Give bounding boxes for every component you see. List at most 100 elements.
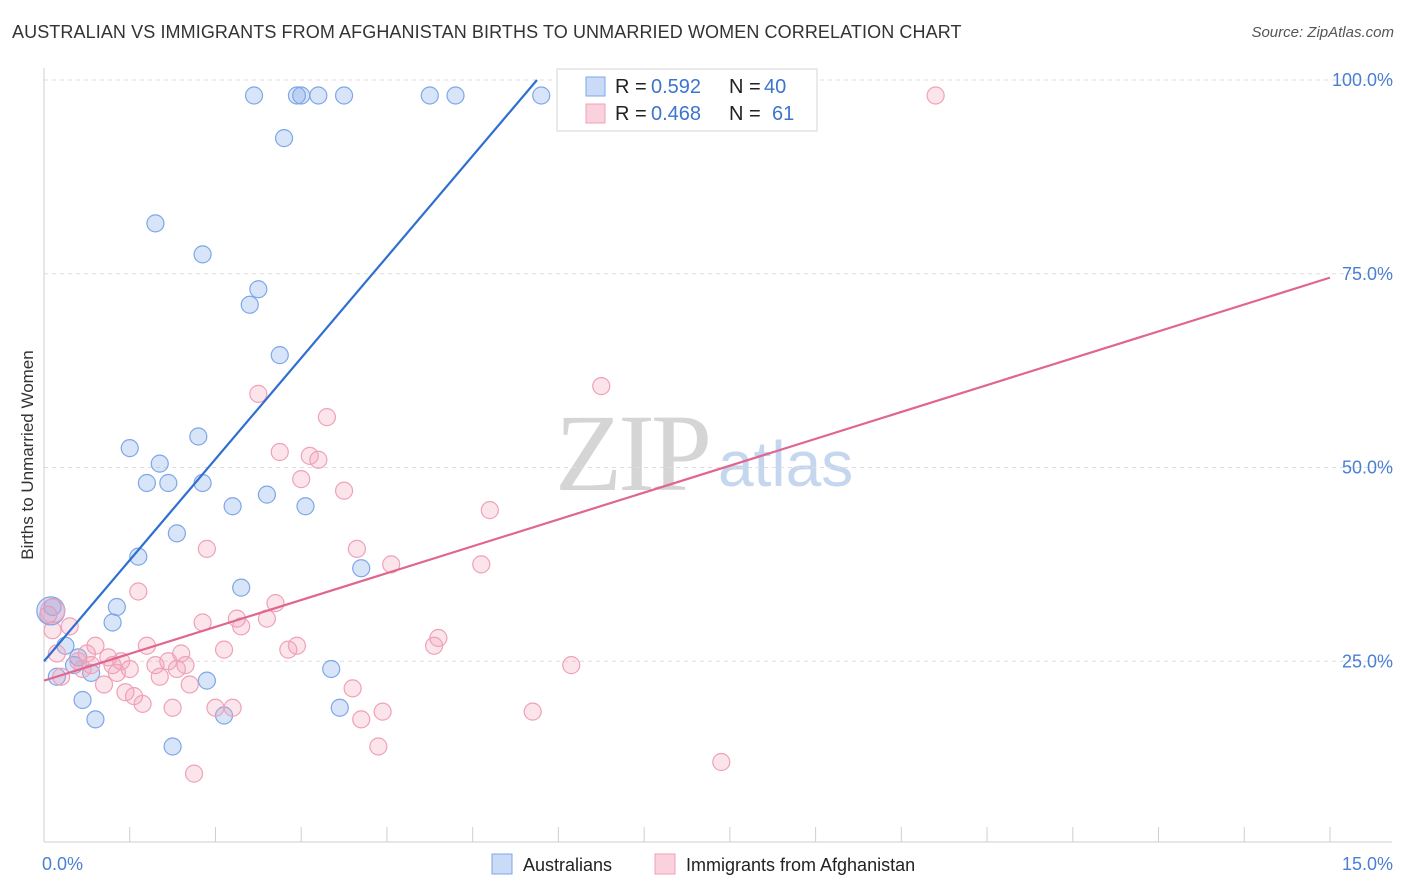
australians-point [103, 613, 122, 632]
legend-australians-swatch [491, 853, 513, 875]
australians-point [129, 547, 148, 566]
afghanistan-point [206, 698, 225, 717]
afghanistan-point [472, 555, 491, 574]
afghanistan-point [317, 408, 337, 427]
afghanistan-point [373, 702, 392, 721]
afghanistan-point [197, 539, 216, 558]
australians-point [420, 86, 439, 105]
afghanistan-point [94, 675, 114, 694]
afghanistan-point [334, 481, 354, 500]
afghanistan-point [39, 598, 66, 624]
grid-lines [44, 79, 1392, 662]
australians-point [189, 427, 208, 446]
australians-n-value: 40 [764, 76, 786, 98]
afghanistan-point [592, 377, 611, 396]
afghanistan-point [292, 470, 311, 489]
afghanistan-point [176, 656, 195, 675]
afghanistan-point [120, 659, 139, 679]
afghanistan-point [480, 501, 499, 520]
afghanistan-point [712, 752, 731, 772]
australians-point [532, 86, 551, 105]
y-tick-label: 100.0% [1332, 70, 1393, 90]
afghanistan-point [133, 694, 152, 713]
afghanistan-point [129, 582, 148, 601]
afghanistan-point [429, 628, 448, 648]
afghanistan-point [214, 640, 234, 659]
series-legend: Australians Immigrants from Afghanistan [491, 853, 915, 875]
afghanistan-r-value: 0.468 [651, 103, 701, 125]
australians-n-label: N = [729, 76, 761, 98]
australians-r-label: R = [615, 76, 647, 98]
afghanistan-n-label: N = [729, 103, 761, 125]
australians-point [330, 698, 349, 717]
afghanistan-point [926, 86, 945, 105]
australians-swatch [585, 76, 606, 97]
australians-point [107, 597, 126, 617]
australians-point [446, 86, 465, 105]
australians-trend-line [43, 79, 538, 662]
trend-lines [43, 79, 1331, 682]
australians-point [197, 671, 216, 690]
afghanistan-point [52, 667, 71, 686]
australians-point [352, 559, 371, 578]
australians-point [137, 473, 156, 493]
australians-point [249, 280, 268, 299]
afghanistan-point [184, 764, 204, 783]
x-tick-labels: 0.0% 15.0% [42, 854, 1393, 874]
australians-point [292, 86, 311, 105]
data-points [36, 86, 945, 783]
afghanistan-point [279, 640, 298, 659]
afghanistan-point [86, 636, 105, 655]
y-tick-label: 25.0% [1342, 651, 1393, 671]
australians-point [120, 439, 139, 458]
australians-point [270, 346, 289, 365]
x-tick-label: 15.0% [1342, 854, 1393, 874]
australians-r-value: 0.592 [651, 76, 701, 98]
australians-point [167, 524, 186, 543]
australians-point [159, 473, 178, 493]
x-tick-label: 0.0% [42, 854, 83, 874]
afghanistan-point [270, 442, 289, 462]
afghanistan-point [172, 644, 191, 663]
afghanistan-n-value: 61 [772, 103, 794, 125]
afghanistan-trend-line [43, 276, 1331, 682]
legend-australians-label: Australians [523, 855, 612, 875]
australians-point [146, 214, 165, 233]
legend-afghanistan-label: Immigrants from Afghanistan [686, 855, 915, 875]
australians-point [244, 86, 264, 105]
afghanistan-swatch [585, 103, 606, 124]
afghanistan-point [163, 698, 182, 717]
australians-point [73, 690, 92, 710]
source-credit: Source: ZipAtlas.com [1251, 24, 1394, 41]
afghanistan-point [369, 737, 388, 756]
y-tick-label: 50.0% [1342, 458, 1393, 478]
australians-point [274, 129, 294, 148]
afghanistan-point [223, 698, 242, 717]
afghanistan-point [249, 384, 268, 403]
australians-point [309, 86, 328, 105]
afghanistan-point [43, 621, 62, 640]
axes [43, 68, 1392, 843]
afghanistan-point [309, 450, 328, 469]
afghanistan-point [60, 617, 79, 636]
australians-point [223, 497, 242, 516]
australians-point [232, 578, 251, 597]
afghanistan-point [343, 679, 362, 698]
y-axis-label: Births to Unmarried Women [18, 350, 37, 559]
australians-point [82, 663, 101, 682]
australians-point [257, 485, 277, 504]
australians-point [163, 737, 182, 756]
y-tick-label: 75.0% [1342, 264, 1393, 284]
stats-legend: R = 0.592 N = 40 R = 0.468 N = 61 [556, 68, 818, 132]
afghanistan-point [116, 683, 135, 702]
watermark-zip: ZIP [555, 392, 708, 514]
australians-point [240, 295, 259, 314]
australians-point [334, 86, 354, 105]
afghanistan-point [352, 710, 371, 729]
australians-point [193, 473, 212, 493]
australians-point [150, 454, 169, 473]
afghanistan-point [300, 446, 319, 465]
australians-point [287, 86, 307, 105]
afghanistan-point [180, 675, 199, 694]
